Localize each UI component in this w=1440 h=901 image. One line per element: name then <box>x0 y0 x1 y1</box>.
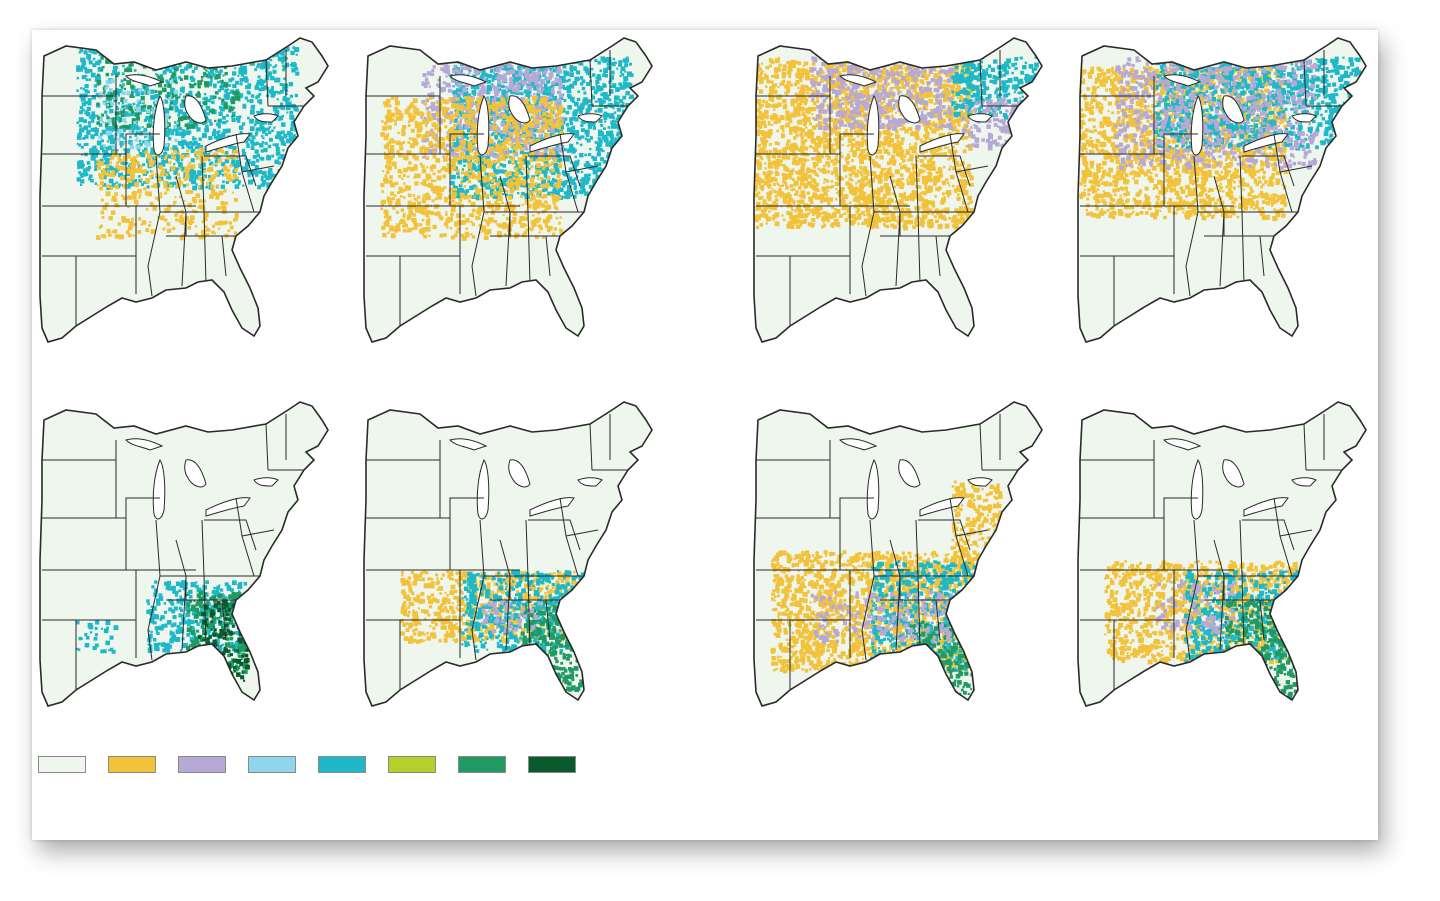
legend-swatch-1 <box>108 756 156 773</box>
great-lake <box>577 113 603 123</box>
great-lake <box>125 74 164 87</box>
great-lake <box>1291 477 1317 487</box>
legend-swatch-0 <box>38 756 86 773</box>
great-lake <box>866 458 880 520</box>
coastline <box>39 37 329 343</box>
great-lake <box>529 133 575 153</box>
great-lake <box>839 438 878 451</box>
great-lake <box>205 133 251 153</box>
figure-card <box>32 30 1378 840</box>
great-lake <box>577 477 603 487</box>
map-panel-bottom-left <box>36 400 336 712</box>
coastline <box>1077 401 1367 707</box>
map-panel-top-mid-right <box>750 36 1050 348</box>
great-lake <box>508 459 531 488</box>
coastline <box>1077 37 1367 343</box>
great-lake <box>508 95 531 124</box>
great-lake <box>184 459 207 488</box>
great-lake <box>125 438 164 451</box>
legend-swatch-4 <box>318 756 366 773</box>
great-lake <box>866 94 880 156</box>
map-panel-bottom-right <box>1074 400 1374 712</box>
great-lake <box>449 438 488 451</box>
great-lake <box>253 477 279 487</box>
great-lake <box>1222 95 1245 124</box>
map-bottom-left <box>753 37 1043 343</box>
map-top-left <box>39 37 329 343</box>
great-lake <box>529 497 575 517</box>
land-area <box>364 402 652 706</box>
great-lake <box>898 95 921 124</box>
great-lake <box>1190 458 1204 520</box>
great-lake <box>1222 459 1245 488</box>
land-area <box>40 38 328 342</box>
great-lake <box>152 458 166 520</box>
coastline <box>363 401 653 707</box>
map-bottom-mid-right <box>753 401 1043 707</box>
land-area <box>40 402 328 706</box>
coastline <box>753 37 1043 343</box>
map-top-right <box>363 401 653 707</box>
map-panel-top-left <box>36 36 336 348</box>
great-lake <box>1291 113 1317 123</box>
state-borders <box>1080 414 1344 690</box>
great-lake <box>1243 133 1289 153</box>
range-cells <box>754 56 1041 231</box>
great-lake <box>1190 94 1204 156</box>
land-area <box>754 402 1042 706</box>
map-panel-top-right <box>1074 36 1374 348</box>
coastline <box>39 401 329 707</box>
map-panel-bottom-mid-left <box>360 400 660 712</box>
map-bottom-mid-left <box>1077 37 1367 343</box>
great-lake <box>967 113 993 123</box>
great-lake <box>449 74 488 87</box>
map-panel-bottom-mid-right <box>750 400 1050 712</box>
great-lake <box>1163 74 1202 87</box>
map-top-mid-right <box>39 401 329 707</box>
great-lake <box>1163 438 1202 451</box>
state-borders <box>1080 50 1344 326</box>
great-lake <box>152 94 166 156</box>
legend-swatch-6 <box>458 756 506 773</box>
range-cells <box>400 570 595 695</box>
great-lake <box>839 74 878 87</box>
state-borders <box>366 414 630 690</box>
map-top-mid-left <box>363 37 653 343</box>
great-lake <box>205 497 251 517</box>
land-area <box>1078 402 1366 706</box>
great-lake <box>919 497 965 517</box>
coastline <box>753 401 1043 707</box>
great-lake <box>184 95 207 124</box>
legend-swatch-2 <box>178 756 226 773</box>
coastline <box>363 37 653 343</box>
great-lake <box>476 94 490 156</box>
land-area <box>1078 38 1366 342</box>
state-borders <box>42 414 306 690</box>
map-bottom-right <box>1077 401 1367 707</box>
legend-swatch-3 <box>248 756 296 773</box>
legend-swatch-7 <box>528 756 576 773</box>
state-borders <box>756 50 1020 326</box>
great-lake <box>919 133 965 153</box>
state-borders <box>366 50 630 326</box>
great-lake <box>253 113 279 123</box>
great-lake <box>1243 497 1289 517</box>
map-panel-top-mid-left <box>360 36 660 348</box>
great-lake <box>967 477 993 487</box>
state-borders <box>42 50 306 326</box>
legend-swatch-5 <box>388 756 436 773</box>
great-lake <box>898 459 921 488</box>
great-lake <box>476 458 490 520</box>
